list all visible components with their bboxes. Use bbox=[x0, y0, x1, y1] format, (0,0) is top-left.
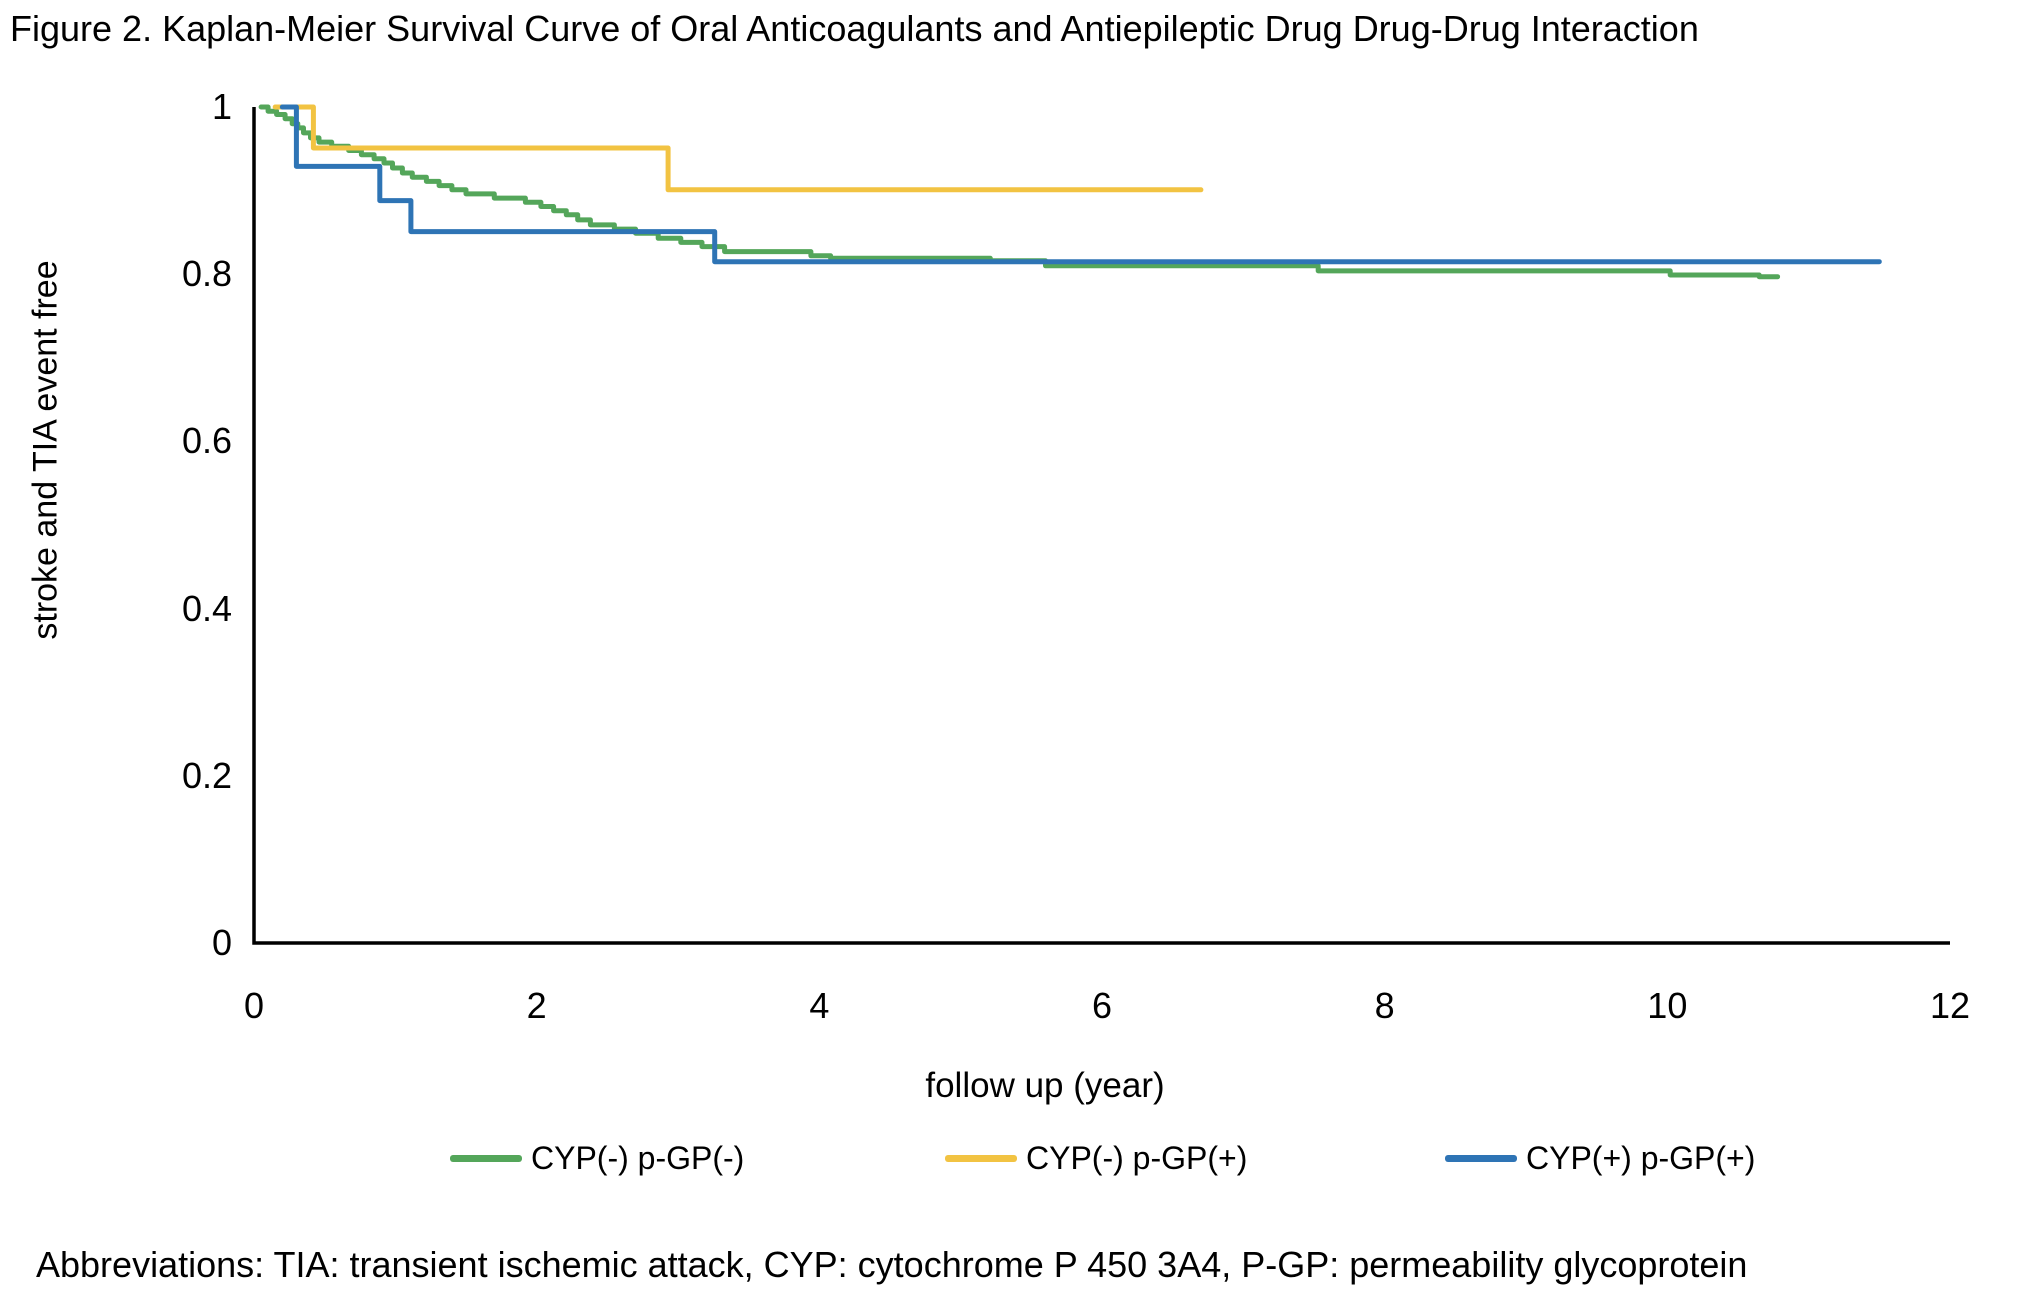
figure-title: Figure 2. Kaplan-Meier Survival Curve of… bbox=[10, 8, 1699, 49]
series-line-1 bbox=[272, 104, 1204, 193]
legend-swatch-icon bbox=[945, 1154, 1017, 1162]
y-tick-label-0.8: 0.8 bbox=[181, 253, 232, 295]
legend-label: CYP(-) p-GP(+) bbox=[1026, 1139, 1248, 1176]
y-tick-label-0: 0 bbox=[211, 922, 232, 963]
x-tick-label-6: 6 bbox=[1091, 985, 1113, 1026]
y-tick-label-0.6: 0.6 bbox=[181, 420, 232, 462]
x-tick-label-12: 12 bbox=[1929, 985, 1971, 1026]
x-tick-label-4: 4 bbox=[809, 985, 830, 1026]
x-tick-label-0: 0 bbox=[243, 985, 265, 1026]
series-line-0 bbox=[258, 104, 1781, 280]
y-tick-label-0.4: 0.4 bbox=[181, 587, 232, 629]
y-tick-label-1: 1 bbox=[211, 86, 232, 127]
axis-lines bbox=[252, 107, 1950, 945]
y-axis-title: stroke and TIA event free bbox=[26, 260, 65, 640]
y-tick-label-0.2: 0.2 bbox=[181, 754, 232, 796]
legend-swatch-icon bbox=[450, 1154, 522, 1162]
legend-item-2: CYP(+) p-GP(+) bbox=[1445, 1137, 1755, 1179]
abbreviations-note: Abbreviations: TIA: transient ischemic a… bbox=[36, 1244, 1748, 1285]
x-tick-label-10: 10 bbox=[1647, 985, 1688, 1026]
legend-item-1: CYP(-) p-GP(+) bbox=[945, 1137, 1247, 1179]
legend-label: CYP(+) p-GP(+) bbox=[1526, 1139, 1756, 1176]
x-tick-label-2: 2 bbox=[526, 985, 547, 1026]
x-axis-title: follow up (year) bbox=[925, 1066, 1165, 1105]
legend-item-0: CYP(-) p-GP(-) bbox=[450, 1137, 744, 1179]
x-tick-label-8: 8 bbox=[1374, 985, 1395, 1026]
legend-label: CYP(-) p-GP(-) bbox=[531, 1139, 745, 1176]
series-line-2 bbox=[279, 104, 1882, 265]
legend-swatch-icon bbox=[1445, 1154, 1517, 1162]
